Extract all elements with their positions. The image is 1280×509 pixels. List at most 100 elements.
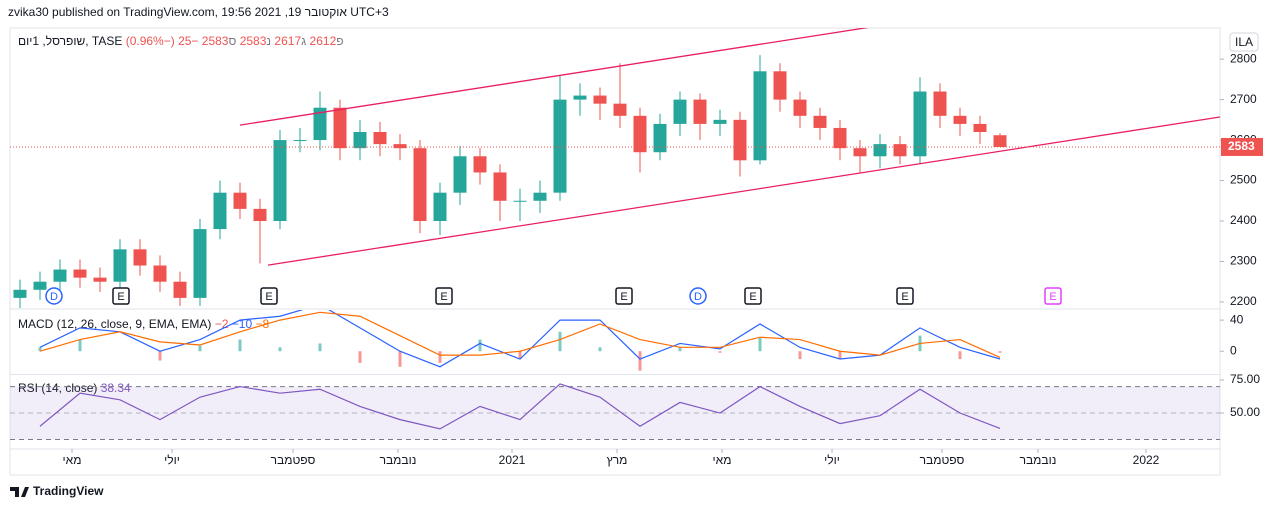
macd-line <box>39 310 1001 368</box>
candle-body <box>333 107 347 149</box>
y-tick-label: 40 <box>1230 312 1244 326</box>
candle-body <box>373 131 387 145</box>
candle-body <box>513 200 527 202</box>
candle-body <box>273 140 287 222</box>
candle-body <box>773 71 787 100</box>
histogram-bar <box>318 343 322 352</box>
trendline <box>267 116 1220 266</box>
candle-body <box>473 156 487 173</box>
brand-name: TradingView <box>33 484 104 498</box>
event-marker <box>744 287 762 305</box>
histogram-bar <box>278 347 282 352</box>
x-tick-label: מרץ <box>607 453 628 467</box>
close-label: ס <box>228 34 236 48</box>
rsi-legend: RSI (14, close) 38.34 <box>18 381 131 395</box>
candle-body <box>433 192 447 222</box>
open-value: 2612 <box>310 34 337 48</box>
y-tick-label: 2300 <box>1230 254 1257 268</box>
candle-body <box>793 99 807 116</box>
candle-body <box>293 140 307 142</box>
last-price-box <box>1221 137 1263 156</box>
histogram-bar <box>598 347 602 352</box>
candle-body <box>353 131 367 149</box>
candle-body <box>553 99 567 193</box>
histogram-bar <box>398 351 402 367</box>
low-label: נ <box>266 34 271 48</box>
x-tick-label: מאי <box>713 453 732 467</box>
candle-body <box>53 269 67 282</box>
candle-body <box>633 115 647 153</box>
candle-body <box>73 269 87 278</box>
candle-body <box>253 208 267 222</box>
candle-body <box>733 119 747 161</box>
candle-body <box>453 156 467 193</box>
y-tick-label: 2500 <box>1230 173 1257 187</box>
event-label: D <box>694 291 702 303</box>
symbol: שופרסל, 1יום, TASE <box>18 34 122 48</box>
candle-body <box>233 192 247 209</box>
event-marker <box>896 287 914 305</box>
histogram-bar <box>238 339 242 352</box>
histogram-bar <box>998 351 1002 353</box>
candle-body <box>613 103 627 116</box>
x-tick-label: 2022 <box>1133 453 1160 467</box>
published-header: zvika30 published on TradingView.com, או… <box>8 5 389 19</box>
y-tick-label: 75.00 <box>1230 372 1260 386</box>
x-tick-label: ספטמבר <box>271 453 316 467</box>
x-tick-label: יולי <box>164 453 180 467</box>
candle-body <box>933 91 947 116</box>
y-tick-label: 2200 <box>1230 294 1257 308</box>
histogram-bar <box>38 347 42 352</box>
close-value: 2583 <box>202 34 229 48</box>
high-value: 2617 <box>274 34 301 48</box>
histogram-bar <box>358 351 362 363</box>
x-tick-label: נובמבר <box>380 453 417 467</box>
event-marker <box>45 287 63 305</box>
macd-line <box>39 311 1001 358</box>
candle-body <box>113 249 127 282</box>
candle-body <box>913 91 927 157</box>
trendline <box>239 28 870 126</box>
candle-body <box>953 115 967 124</box>
event-marker <box>615 287 633 305</box>
event-label: E <box>749 291 756 303</box>
x-tick-label: נובמבר <box>1020 453 1057 467</box>
event-label: E <box>265 291 272 303</box>
rsi-title: RSI (14, close) <box>18 381 97 395</box>
y-tick-label: 2400 <box>1230 213 1257 227</box>
histogram-bar <box>638 351 642 371</box>
event-label: E <box>1049 291 1056 303</box>
brand-logo <box>10 487 29 497</box>
candle-body <box>133 249 147 266</box>
candle-body <box>393 144 407 149</box>
y-tick-label: 2700 <box>1230 92 1257 106</box>
candle-body <box>213 192 227 230</box>
histogram-bar <box>798 351 802 359</box>
histogram-bar <box>758 338 762 352</box>
histogram-bar <box>158 351 162 361</box>
pane <box>38 310 1002 371</box>
last-price-label: 2583 <box>1228 139 1255 153</box>
event-label: D <box>50 291 58 303</box>
candle-body <box>973 123 987 132</box>
candle-body <box>713 119 727 124</box>
candle-body <box>833 127 847 149</box>
change: −25 (−0.96%) <box>126 34 199 48</box>
rsi-last: 38.34 <box>101 381 131 395</box>
pane <box>13 28 1220 308</box>
x-tick-label: 2021 <box>499 453 526 467</box>
symbol-badge: ILA <box>1235 35 1253 49</box>
symbol-badge-box <box>1229 32 1259 52</box>
candle-body <box>173 281 187 298</box>
candle-body <box>693 99 707 124</box>
histogram-bar <box>678 347 682 352</box>
y-tick-label: 0 <box>1230 343 1237 357</box>
candle-body <box>13 289 27 298</box>
signal-last: −8 <box>255 317 269 331</box>
candle-body <box>533 192 547 201</box>
candle-body <box>993 135 1007 147</box>
candle-body <box>653 123 667 153</box>
x-tick-label: ספטמבר <box>920 453 965 467</box>
x-tick-label: מאי <box>63 453 82 467</box>
macd-last: −10 <box>232 317 253 331</box>
